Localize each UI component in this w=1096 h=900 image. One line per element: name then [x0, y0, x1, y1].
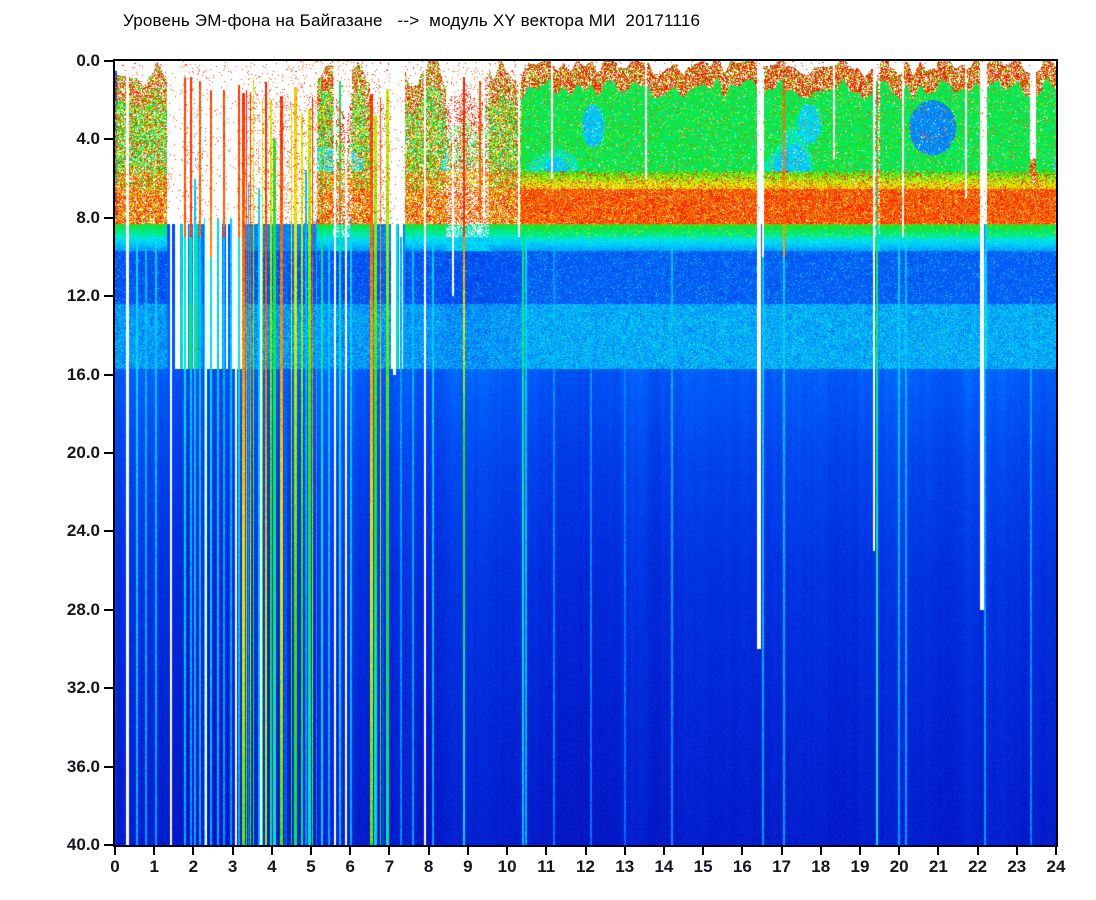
y-tick-label: 24.0 — [66, 521, 100, 541]
x-tick-label: 13 — [615, 857, 635, 876]
x-tick-label: 8 — [423, 857, 434, 876]
y-tick-label: 40.0 — [66, 835, 100, 854]
x-tick-mark — [937, 847, 940, 855]
x-tick-label: 18 — [811, 857, 831, 876]
y-tick-mark — [104, 452, 113, 454]
x-tick-label: 19 — [850, 857, 870, 876]
x-tick-label: 6 — [345, 857, 355, 876]
x-tick-label: 3 — [227, 857, 238, 876]
x-tick-label: 24 — [1046, 857, 1066, 876]
y-tick-label: 28.0 — [66, 599, 100, 619]
y-tick-mark — [104, 844, 113, 846]
y-tick-label: 4.0 — [76, 129, 100, 149]
x-tick-label: 7 — [384, 857, 395, 876]
y-tick-mark — [104, 216, 113, 219]
y-tick-label: 36.0 — [66, 756, 100, 776]
y-tick-mark — [104, 138, 113, 141]
x-tick-mark — [1055, 847, 1057, 855]
y-tick-mark — [104, 530, 113, 533]
x-tick-mark — [153, 847, 156, 855]
x-tick-mark — [1015, 847, 1018, 855]
y-tick-label: 16.0 — [66, 364, 100, 384]
x-tick-mark — [662, 847, 665, 855]
x-tick-label: 1 — [149, 857, 159, 876]
x-tick-mark — [702, 847, 705, 855]
y-tick-label: 12.0 — [66, 286, 100, 306]
x-tick-mark — [780, 847, 783, 855]
y-tick-label: 20.0 — [66, 443, 100, 462]
x-tick-label: 5 — [306, 857, 316, 876]
y-tick-mark — [104, 608, 113, 611]
x-tick-label: 0 — [110, 857, 120, 876]
y-tick-label: 32.0 — [66, 678, 100, 698]
x-tick-label: 20 — [889, 857, 909, 876]
y-tick-mark — [104, 60, 113, 62]
x-tick-mark — [349, 847, 352, 855]
x-tick-label: 4 — [267, 857, 277, 876]
x-tick-mark — [858, 847, 861, 855]
x-tick-label: 23 — [1007, 857, 1027, 876]
y-tick-label: 0.0 — [76, 51, 100, 70]
y-tick-mark — [104, 765, 113, 768]
spectrogram-canvas — [115, 61, 1056, 845]
x-tick-mark — [584, 847, 587, 855]
x-tick-label: 21 — [928, 857, 948, 876]
x-tick-mark — [898, 847, 901, 855]
x-tick-label: 14 — [654, 857, 674, 876]
x-tick-mark — [623, 847, 626, 855]
x-tick-mark — [466, 847, 469, 855]
y-tick-mark — [104, 687, 113, 690]
x-tick-mark — [741, 847, 744, 855]
x-tick-label: 22 — [968, 857, 988, 876]
x-tick-label: 15 — [693, 857, 713, 876]
x-tick-mark — [270, 847, 273, 855]
x-tick-mark — [192, 847, 195, 855]
chart-title: Уровень ЭМ-фона на Байгазане --> модуль … — [123, 11, 701, 30]
x-tick-label: 2 — [188, 857, 199, 876]
x-tick-label: 10 — [497, 857, 517, 876]
x-tick-mark — [506, 847, 509, 855]
x-tick-label: 11 — [537, 857, 556, 876]
x-tick-label: 12 — [576, 857, 595, 876]
x-tick-label: 17 — [772, 857, 791, 876]
y-tick-label: 8.0 — [76, 207, 100, 227]
y-tick-mark — [104, 373, 113, 376]
x-tick-mark — [545, 847, 548, 855]
x-tick-mark — [819, 847, 822, 855]
x-tick-mark — [231, 847, 234, 855]
x-tick-mark — [388, 847, 391, 855]
x-tick-label: 16 — [732, 857, 752, 876]
x-tick-mark — [976, 847, 979, 855]
x-tick-mark — [310, 847, 313, 855]
x-tick-mark — [114, 847, 116, 855]
plot-frame — [113, 59, 1058, 847]
x-tick-mark — [427, 847, 430, 855]
y-tick-mark — [104, 295, 113, 298]
x-tick-label: 9 — [463, 857, 473, 876]
